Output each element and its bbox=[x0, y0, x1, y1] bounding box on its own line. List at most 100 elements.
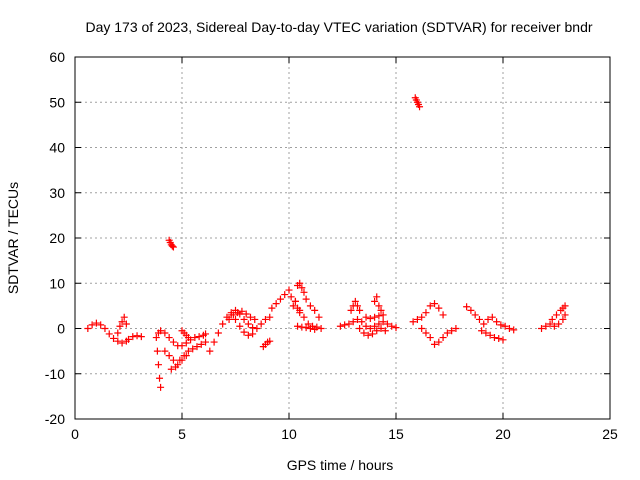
data-point bbox=[240, 315, 248, 323]
data-point bbox=[347, 306, 355, 314]
data-point bbox=[236, 322, 244, 330]
data-point bbox=[172, 363, 180, 371]
data-point bbox=[435, 338, 443, 346]
data-point bbox=[206, 347, 214, 355]
data-point bbox=[244, 331, 252, 339]
data-point bbox=[409, 318, 417, 326]
data-point bbox=[165, 352, 173, 360]
data-point bbox=[345, 320, 353, 328]
series-arc-14 bbox=[268, 286, 293, 312]
data-point bbox=[561, 302, 569, 310]
data-point bbox=[478, 327, 486, 335]
x-tick-label: 0 bbox=[71, 426, 79, 442]
data-point bbox=[356, 306, 364, 314]
data-point bbox=[422, 329, 430, 337]
data-points bbox=[84, 94, 569, 391]
data-point bbox=[546, 320, 554, 328]
data-point bbox=[302, 324, 310, 332]
data-point bbox=[214, 329, 222, 337]
data-point bbox=[364, 331, 372, 339]
data-point bbox=[448, 327, 456, 335]
y-tick-label: 30 bbox=[49, 185, 65, 201]
data-point bbox=[542, 322, 550, 330]
data-point bbox=[152, 334, 160, 342]
data-point bbox=[336, 322, 344, 330]
data-point bbox=[550, 322, 558, 330]
series-arc-25 bbox=[409, 300, 447, 326]
data-point bbox=[353, 302, 361, 310]
data-point bbox=[296, 279, 304, 287]
data-point bbox=[482, 329, 490, 337]
data-point bbox=[505, 325, 513, 332]
data-point bbox=[499, 336, 507, 344]
data-point bbox=[484, 315, 492, 323]
data-point bbox=[488, 313, 496, 321]
data-point bbox=[154, 361, 162, 369]
data-point bbox=[443, 329, 451, 337]
y-tick-label: 20 bbox=[49, 230, 65, 246]
data-point bbox=[439, 334, 447, 342]
data-point bbox=[92, 319, 100, 327]
data-point bbox=[178, 342, 186, 350]
data-point bbox=[253, 325, 261, 332]
x-tick-label: 20 bbox=[495, 426, 511, 442]
data-point bbox=[296, 309, 304, 317]
data-point bbox=[353, 315, 361, 323]
data-point bbox=[105, 330, 113, 338]
y-tick-label: 10 bbox=[49, 275, 65, 291]
data-point bbox=[118, 318, 126, 326]
series-arc-22 bbox=[362, 311, 387, 323]
data-point bbox=[169, 338, 177, 346]
data-point bbox=[129, 333, 137, 341]
data-point bbox=[182, 339, 190, 347]
data-point bbox=[268, 304, 276, 312]
data-point bbox=[416, 103, 424, 111]
x-tick-label: 15 bbox=[388, 426, 404, 442]
y-tick-label: -10 bbox=[45, 366, 65, 382]
data-point bbox=[375, 302, 383, 310]
data-point bbox=[356, 325, 364, 332]
data-point bbox=[435, 304, 443, 312]
series-arc-16 bbox=[294, 279, 323, 321]
data-point bbox=[219, 320, 227, 328]
data-point bbox=[294, 304, 302, 312]
x-tick-label: 25 bbox=[602, 426, 618, 442]
data-point bbox=[381, 327, 389, 335]
x-tick-label: 10 bbox=[281, 426, 297, 442]
data-point bbox=[358, 318, 366, 326]
data-point bbox=[490, 334, 498, 342]
series-arc-20 bbox=[347, 297, 364, 314]
data-point bbox=[261, 315, 269, 323]
data-point bbox=[88, 321, 96, 329]
data-point bbox=[246, 313, 254, 321]
data-point bbox=[272, 300, 280, 308]
series-arc-3 bbox=[125, 332, 145, 343]
series-arc-19 bbox=[336, 315, 400, 332]
data-point bbox=[486, 331, 494, 339]
data-point bbox=[287, 293, 295, 301]
data-point bbox=[302, 295, 310, 303]
data-point bbox=[377, 325, 385, 332]
data-point bbox=[375, 320, 383, 328]
data-point bbox=[362, 322, 370, 330]
data-point bbox=[153, 347, 161, 355]
series-arc-12 bbox=[227, 311, 274, 339]
data-point bbox=[165, 334, 173, 342]
data-point bbox=[555, 320, 563, 328]
data-point bbox=[276, 295, 284, 303]
y-tick-label: 60 bbox=[49, 49, 65, 65]
data-point bbox=[351, 297, 359, 305]
data-point bbox=[244, 320, 252, 328]
data-point bbox=[315, 313, 323, 321]
series-arc-13 bbox=[259, 337, 274, 351]
data-point bbox=[360, 329, 368, 337]
series-arc-21 bbox=[356, 325, 389, 339]
series-arc-26 bbox=[418, 325, 460, 348]
y-tick-label: 0 bbox=[57, 321, 65, 337]
series-arc-7 bbox=[167, 338, 210, 373]
data-point bbox=[471, 311, 479, 319]
data-point bbox=[298, 284, 306, 292]
plot-frame bbox=[74, 56, 611, 420]
data-point bbox=[168, 242, 176, 250]
